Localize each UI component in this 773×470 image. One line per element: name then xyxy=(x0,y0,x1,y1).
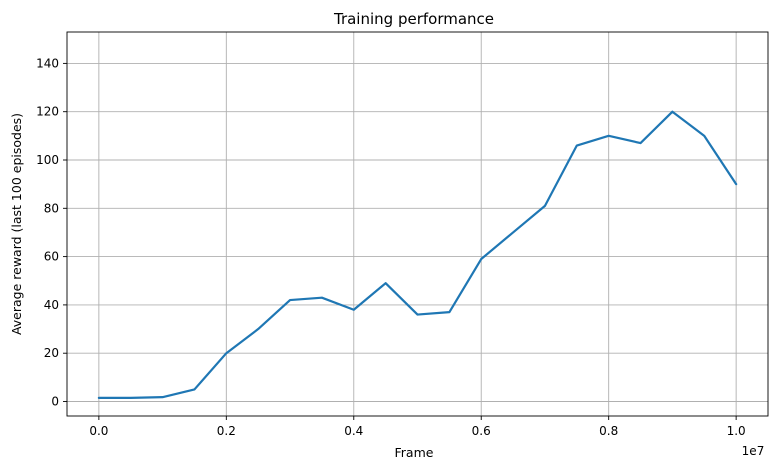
x-tick-label: 0.0 xyxy=(89,424,108,438)
y-tick-label: 120 xyxy=(36,105,59,119)
y-axis: 0 20 40 60 80 100 120 140 xyxy=(36,56,67,409)
x-axis: 0.0 0.2 0.4 0.6 0.8 1.0 xyxy=(89,416,746,438)
x-axis-offset-label: 1e7 xyxy=(742,444,765,458)
x-axis-label: Frame xyxy=(395,445,434,460)
grid xyxy=(67,32,768,416)
x-tick-label: 0.6 xyxy=(472,424,491,438)
x-tick-label: 1.0 xyxy=(727,424,746,438)
y-tick-label: 140 xyxy=(36,56,59,70)
y-tick-label: 40 xyxy=(44,298,59,312)
x-tick-label: 0.8 xyxy=(599,424,618,438)
y-tick-label: 80 xyxy=(44,201,59,215)
y-tick-label: 100 xyxy=(36,153,59,167)
x-tick-label: 0.4 xyxy=(344,424,363,438)
y-tick-label: 0 xyxy=(51,395,59,409)
series-layer xyxy=(97,110,738,399)
y-tick-label: 20 xyxy=(44,346,59,360)
chart-title: Training performance xyxy=(333,10,494,28)
y-axis-label: Average reward (last 100 episodes) xyxy=(9,113,24,335)
y-tick-label: 60 xyxy=(44,250,59,264)
series-line xyxy=(97,110,738,399)
x-tick-label: 0.2 xyxy=(217,424,236,438)
plot-frame xyxy=(66,31,769,417)
